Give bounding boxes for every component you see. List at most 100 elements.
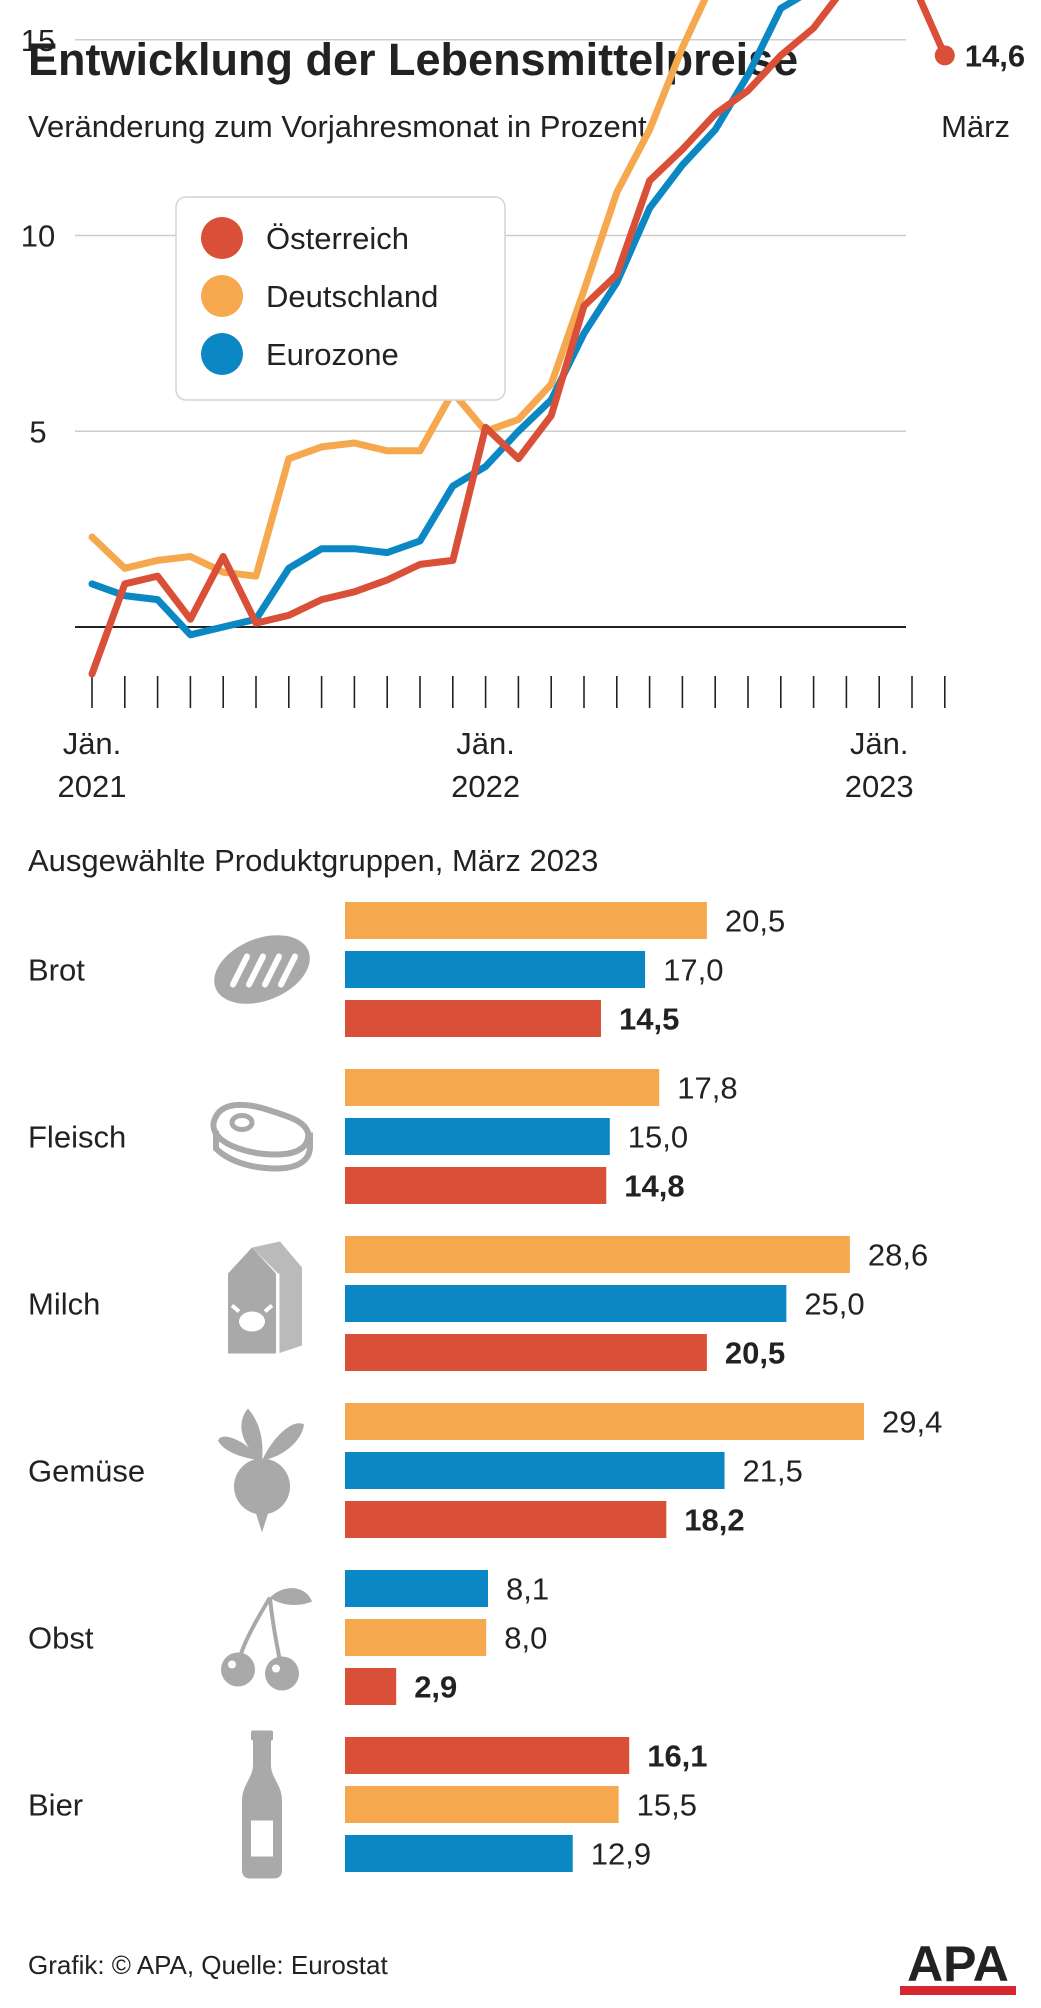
bread-score-mark [230,953,250,988]
bar-value-label: 29,4 [882,1405,942,1440]
radish-leaf [262,1423,304,1461]
x-tick-label-year: 2023 [845,769,914,804]
bar-fleisch-oesterreich [345,1167,607,1204]
radish-icon [218,1408,304,1533]
y-tick-label: 15 [21,23,55,58]
legend-label-eurozone: Eurozone [266,337,399,372]
y-tick-label: 10 [21,219,55,254]
x-tick-label-year: 2022 [451,769,520,804]
bar-chart: Brot20,517,014,5Fleisch17,815,014,8Milch… [28,902,942,1879]
meat-bone [229,1113,255,1132]
bottle-icon [242,1730,282,1879]
bar-obst-oesterreich [345,1668,397,1705]
meat-outline [210,1101,312,1158]
cherry-stems [238,1596,282,1662]
legend-swatch-oesterreich [201,217,243,259]
bar-gemuese-oesterreich [345,1501,667,1538]
bar-value-label: 15,0 [628,1120,688,1155]
carton-side [252,1241,302,1354]
bar-brot-eurozone [345,951,646,988]
category-label-milch: Milch [28,1287,100,1322]
bar-value-label: 20,5 [725,904,785,939]
bar-obst-eurozone [345,1570,488,1607]
series-end-point-oesterreich [934,45,955,66]
bar-value-label: 2,9 [414,1670,457,1705]
bar-milch-oesterreich [345,1334,707,1371]
bar-value-label: 17,0 [663,953,723,988]
bar-brot-oesterreich [345,1000,601,1037]
bread-icon [214,935,310,1004]
radish-leaf [241,1408,263,1461]
bar-value-label: 21,5 [743,1454,803,1489]
category-label-obst: Obst [28,1621,94,1656]
bar-fleisch-eurozone [345,1118,610,1155]
bottle-body [242,1740,282,1879]
cherry-right [265,1656,299,1691]
bar-chart-title: Ausgewählte Produktgruppen, März 2023 [28,843,598,878]
end-month-label: März [941,109,1010,144]
category-label-bier: Bier [28,1788,83,1823]
bar-value-label: 14,5 [619,1002,679,1037]
series-end-label-oesterreich: 14,6 [965,38,1025,73]
apa-logo: APA [900,1936,1016,1995]
bar-fleisch-deutschland [345,1069,660,1106]
legend-swatch-eurozone [201,333,243,375]
milk-carton-icon [228,1241,302,1354]
cow-head [239,1311,265,1332]
apa-logo-text: APA [907,1936,1009,1992]
bar-gemuese-deutschland [345,1403,864,1440]
x-tick-label-month: Jän. [850,726,909,761]
bar-value-label: 8,1 [506,1572,549,1607]
meat-icon [210,1101,313,1172]
apa-logo-bar [900,1986,1016,1995]
cherries-icon [221,1588,312,1691]
bar-value-label: 25,0 [804,1287,864,1322]
radish-bulb [234,1458,290,1515]
carton-front [228,1247,276,1354]
bar-value-label: 28,6 [868,1238,928,1273]
bar-bier-deutschland [345,1786,619,1823]
series-line-oesterreich [88,0,949,678]
radish-root [255,1510,269,1533]
meat-side [213,1130,313,1172]
bread-score-mark [262,953,282,988]
bar-value-label: 14,8 [624,1169,684,1204]
x-tick-label-month: Jän. [456,726,515,761]
bar-gemuese-eurozone [345,1452,725,1489]
bread-score-mark [278,953,298,988]
cherry-left [221,1652,255,1687]
line-chart: 5101520Jän.2021Jän.2022Jän.202314,622,91… [21,0,1025,804]
y-tick-label: 5 [29,414,46,449]
bar-value-label: 16,1 [647,1739,707,1774]
bar-value-label: 12,9 [591,1837,651,1872]
bar-milch-deutschland [345,1236,850,1273]
bar-bier-oesterreich [345,1737,630,1774]
cherry-highlight [228,1660,236,1669]
category-label-brot: Brot [28,953,85,988]
bar-value-label: 20,5 [725,1336,785,1371]
cherry-highlight [272,1664,280,1673]
bottle-label [251,1820,273,1857]
bread-loaf-shape [214,935,310,1004]
x-tick-label-month: Jän. [63,726,122,761]
bar-value-label: 8,0 [504,1621,547,1656]
legend-swatch-deutschland [201,275,243,317]
legend: Österreich Deutschland Eurozone [175,196,506,401]
bar-value-label: 15,5 [637,1788,697,1823]
bar-bier-eurozone [345,1835,573,1872]
bar-milch-eurozone [345,1285,787,1322]
radish-leaf [218,1436,262,1461]
cherry-leaf [270,1588,312,1605]
legend-label-deutschland: Deutschland [266,279,438,314]
legend-label-oesterreich: Österreich [266,221,409,256]
legend-box [175,196,506,401]
category-label-fleisch: Fleisch [28,1120,126,1155]
bar-value-label: 18,2 [684,1503,744,1538]
chart-subtitle: Veränderung zum Vorjahresmonat in Prozen… [28,109,647,144]
footer-credit: Grafik: © APA, Quelle: Eurostat [28,1950,388,1980]
bar-obst-deutschland [345,1619,487,1656]
category-label-gemuese: Gemüse [28,1454,145,1489]
bottle-cap [251,1730,273,1741]
x-tick-label-year: 2021 [58,769,127,804]
